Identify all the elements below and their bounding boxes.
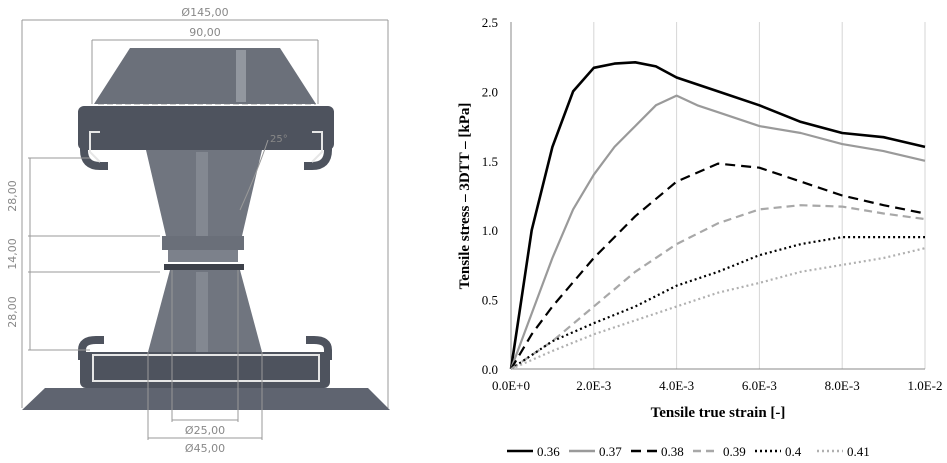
legend-label: 0.4 (785, 444, 802, 459)
x-tick-label: 0.0E+0 (492, 378, 530, 393)
x-tick-labels: 0.0E+0 2.0E-3 4.0E-3 6.0E-3 8.0E-3 1.0E-2 (492, 378, 943, 393)
dim-top-width: 90,00 (189, 26, 221, 39)
y-tick-label: 1.0 (482, 223, 498, 238)
lower-cone-highlight (196, 272, 208, 352)
dim-neck-diameter: Ø25,00 (185, 424, 225, 437)
upper-clamp-hook-right (304, 128, 332, 170)
x-tick-label: 6.0E-3 (742, 378, 777, 393)
dim-height-middle: 14,00 (6, 238, 19, 270)
x-tick-label: 2.0E-3 (576, 378, 611, 393)
x-tick-label: 8.0E-3 (825, 378, 860, 393)
x-tick-label: 1.0E-2 (907, 378, 942, 393)
upper-clamp-slot-right (311, 131, 323, 163)
upper-cone-highlight (196, 152, 208, 236)
technical-drawing: Ø145,00 90,00 25° 28,00 14,00 28,00 Ø25,… (6, 6, 390, 455)
neck-ring-middle (168, 250, 238, 262)
y-tick-label: 0.5 (482, 293, 498, 308)
chart-series (509, 61, 926, 371)
legend-label: 0.36 (537, 444, 560, 459)
legend-label: 0.38 (661, 444, 684, 459)
legend-label: 0.37 (599, 444, 622, 459)
lower-clamp (80, 352, 330, 388)
y-tick-label: 1.5 (482, 154, 498, 169)
series-line-0-4 (510, 236, 925, 370)
y-tick-label: 0.0 (482, 362, 498, 377)
x-axis-label: Tensile true strain [-] (651, 405, 786, 421)
top-cap (94, 48, 316, 104)
series-line-0-36 (509, 61, 926, 370)
upper-clamp-slot-left (89, 131, 101, 163)
chart-gridlines (593, 22, 926, 369)
dim-height-lower: 28,00 (6, 296, 19, 328)
neck-ring-lower (164, 264, 244, 270)
dimension-lines (21, 19, 389, 440)
upper-clamp-hook-left (80, 128, 108, 170)
dim-base-diameter: Ø45,00 (185, 442, 225, 455)
x-tick-label: 4.0E-3 (659, 378, 694, 393)
series-line-0-38 (510, 162, 926, 370)
lower-clamp-inner (92, 354, 320, 382)
y-tick-label: 2.5 (482, 15, 498, 30)
lower-clamp-hook-right (306, 336, 332, 360)
y-axis-label: Tensile stress – 3DTT – [kPa] (457, 103, 473, 290)
base-plate (22, 388, 390, 410)
y-tick-label: 2.0 (482, 84, 498, 99)
upper-clamp (78, 106, 334, 150)
dim-overall-diameter: Ø145,00 (181, 6, 228, 19)
chart-legend: 0.36 0.37 0.38 0.39 0.4 0.41 (507, 444, 870, 459)
top-cap-highlight (236, 50, 246, 102)
series-line-0-39 (510, 204, 926, 370)
dim-angle: 25° (270, 134, 288, 145)
series-line-0-41 (510, 247, 926, 371)
neck-ring-upper (162, 236, 244, 250)
y-tick-labels: 0.0 0.5 1.0 1.5 2.0 2.5 (482, 15, 498, 377)
dim-height-upper: 28,00 (6, 180, 19, 212)
legend-label: 0.39 (723, 444, 746, 459)
stress-strain-chart: 0.0 0.5 1.0 1.5 2.0 2.5 0.0E+0 2.0E-3 4.0E-3 6.0… (457, 15, 943, 459)
legend-label: 0.41 (847, 444, 870, 459)
series-line-0-37 (509, 94, 926, 370)
